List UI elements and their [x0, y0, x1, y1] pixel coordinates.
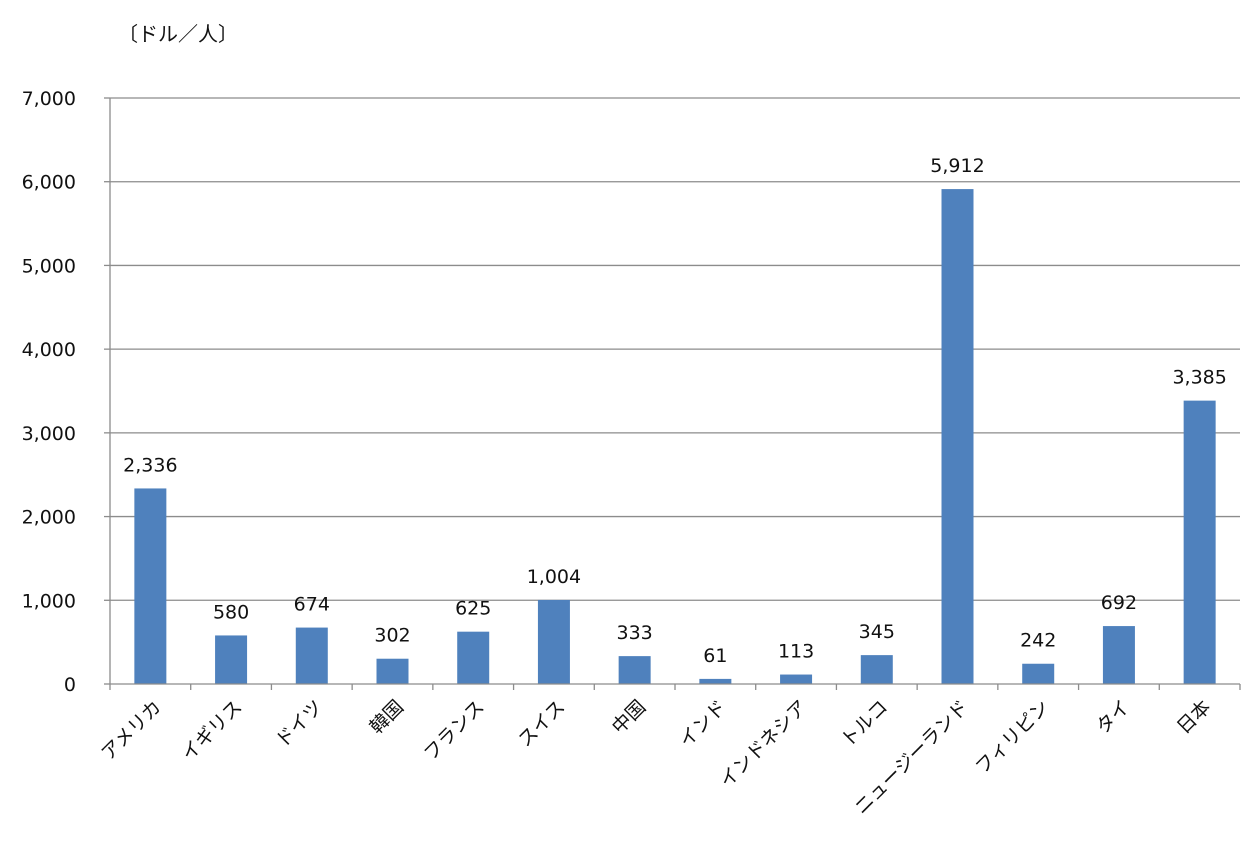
y-axis-ticks: 0 1,000 2,000 3,000 4,000 5,000 6,000 7,000 — [22, 88, 76, 696]
axes — [104, 97, 1241, 690]
data-label: 333 — [617, 622, 653, 644]
x-category-label: フランス — [420, 696, 489, 765]
bar — [134, 488, 167, 684]
data-label: 1,004 — [527, 566, 581, 588]
data-label: 625 — [455, 598, 491, 620]
y-tick-label: 6,000 — [22, 172, 76, 194]
data-label: 5,912 — [930, 155, 984, 177]
bar — [537, 599, 570, 684]
data-label: 580 — [213, 601, 249, 623]
bar — [1022, 663, 1055, 684]
x-category-label: 韓国 — [366, 696, 408, 738]
bar — [860, 655, 893, 684]
bar — [618, 656, 651, 684]
bar — [1102, 626, 1135, 684]
data-label: 692 — [1101, 592, 1137, 614]
data-label: 242 — [1020, 630, 1056, 652]
bar — [295, 627, 328, 684]
data-label: 3,385 — [1172, 367, 1226, 389]
bar — [457, 631, 490, 684]
x-category-label: イギリス — [177, 696, 246, 765]
y-tick-label: 7,000 — [22, 88, 76, 110]
data-label: 345 — [859, 621, 895, 643]
y-tick-label: 5,000 — [22, 255, 76, 277]
data-label: 674 — [294, 594, 330, 616]
y-tick-label: 0 — [64, 674, 76, 696]
y-axis-unit-label: 〔ドル／人〕 — [118, 22, 238, 46]
data-label: 2,336 — [123, 454, 177, 476]
bars — [134, 189, 1216, 684]
bar — [780, 674, 813, 684]
data-label: 302 — [374, 625, 410, 647]
bar — [215, 635, 248, 684]
x-category-label: フィリピン — [971, 696, 1053, 778]
x-category-label: トルコ — [837, 696, 893, 752]
x-category-label: 日本 — [1173, 696, 1215, 738]
data-label: 61 — [703, 645, 727, 667]
x-category-label: 中国 — [608, 696, 650, 738]
bar — [376, 658, 409, 684]
x-category-label: インドネシア — [715, 696, 811, 792]
data-label: 113 — [778, 641, 814, 663]
y-tick-label: 2,000 — [22, 507, 76, 529]
data-labels: 2,336 580 674 302 625 1,004 333 61 113 345 5,912 24… — [123, 155, 1227, 667]
x-category-label: タイ — [1092, 696, 1134, 738]
y-tick-label: 1,000 — [22, 590, 76, 612]
x-category-label: ドイツ — [271, 696, 327, 752]
bar — [941, 189, 974, 684]
bar — [1183, 400, 1216, 684]
bar — [699, 678, 732, 684]
x-category-label: スイス — [514, 696, 569, 751]
y-tick-label: 3,000 — [22, 423, 76, 445]
x-category-label: インド — [675, 696, 731, 752]
y-tick-label: 4,000 — [22, 339, 76, 361]
gridlines — [110, 97, 1240, 601]
x-category-label: アメリカ — [97, 696, 166, 765]
